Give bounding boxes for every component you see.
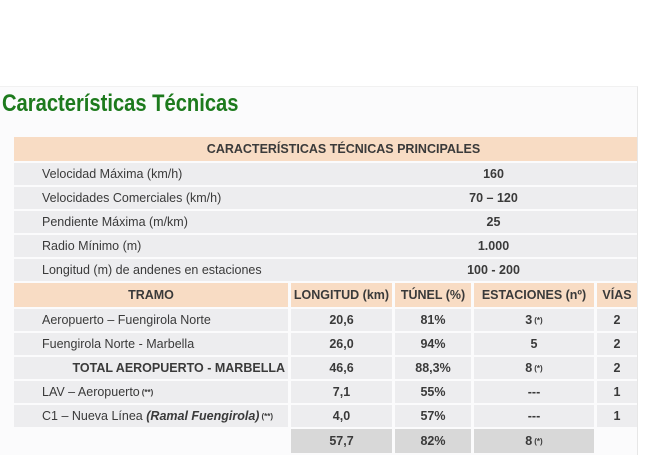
estaciones-cell: --- bbox=[474, 405, 594, 427]
vias-cell: 2 bbox=[597, 357, 637, 379]
spec-label: Longitud (m) de andenes en estaciones bbox=[14, 259, 350, 281]
table-main-header: CARACTERÍSTICAS TÉCNICAS PRINCIPALES bbox=[14, 137, 637, 161]
footnote-marker: (*) bbox=[534, 316, 543, 325]
spec-value: 1.000 bbox=[350, 235, 637, 257]
footnote-marker: (**) bbox=[141, 388, 154, 397]
spec-label: Pendiente Máxima (m/km) bbox=[14, 211, 350, 233]
tramo-cell: Aeropuerto – Fuengirola Norte bbox=[14, 309, 288, 331]
estaciones-cell: 5 bbox=[474, 333, 594, 355]
vias-cell: 1 bbox=[597, 405, 637, 427]
table-column-headers: TRAMO LONGITUD (km) TÚNEL (%) ESTACIONES… bbox=[14, 283, 637, 307]
longitud-cell: 46,6 bbox=[291, 357, 392, 379]
estaciones-value: --- bbox=[527, 385, 541, 399]
footnote-marker: (*) bbox=[534, 364, 543, 373]
tramo-cell: C1 – Nueva Línea (Ramal Fuengirola) (**) bbox=[14, 405, 288, 427]
tramo-label: TOTAL AEROPUERTO - MARBELLA bbox=[72, 361, 286, 375]
estaciones-value: 8 bbox=[525, 361, 533, 375]
tramo-label: Fuengirola Norte - Marbella bbox=[42, 337, 195, 351]
empty-cell bbox=[14, 429, 288, 453]
estaciones-cell: --- bbox=[474, 381, 594, 403]
tunel-cell: 81% bbox=[395, 309, 471, 331]
spec-label: Velocidad Máxima (km/h) bbox=[14, 163, 350, 185]
longitud-cell: 7,1 bbox=[291, 381, 392, 403]
tunel-cell: 94% bbox=[395, 333, 471, 355]
table-row: Pendiente Máxima (m/km) 25 bbox=[14, 211, 637, 233]
tramo-label: Aeropuerto – Fuengirola Norte bbox=[42, 313, 211, 327]
table-row: Radio Mínimo (m) 1.000 bbox=[14, 235, 637, 257]
footnote-marker: (**) bbox=[261, 412, 274, 421]
table-row: Velocidades Comerciales (km/h) 70 – 120 bbox=[14, 187, 637, 209]
vias-cell: 2 bbox=[597, 309, 637, 331]
total-tunel-cell: 82% bbox=[395, 429, 471, 453]
column-header-tunel: TÚNEL (%) bbox=[395, 283, 471, 307]
table-row: LAV – Aeropuerto (**) 7,1 55% --- 1 bbox=[14, 381, 637, 403]
column-header-estaciones: ESTACIONES (nº) bbox=[474, 283, 594, 307]
tunel-cell: 57% bbox=[395, 405, 471, 427]
tunel-cell: 88,3% bbox=[395, 357, 471, 379]
estaciones-cell: 8 (*) bbox=[474, 357, 594, 379]
empty-cell bbox=[597, 429, 637, 453]
table-row-grand-total: 57,7 82% 8 (*) bbox=[14, 429, 637, 453]
longitud-cell: 20,6 bbox=[291, 309, 392, 331]
estaciones-cell: 3 (*) bbox=[474, 309, 594, 331]
estaciones-value: --- bbox=[527, 409, 541, 423]
table-row: Velocidad Máxima (km/h) 160 bbox=[14, 163, 637, 185]
page-title: Características Técnicas bbox=[2, 90, 239, 117]
estaciones-value: 5 bbox=[530, 337, 538, 351]
spec-label: Velocidades Comerciales (km/h) bbox=[14, 187, 350, 209]
estaciones-value: 8 bbox=[525, 434, 533, 448]
total-estaciones-cell: 8 (*) bbox=[474, 429, 594, 453]
longitud-cell: 4,0 bbox=[291, 405, 392, 427]
tramo-label-italic: (Ramal Fuengirola) bbox=[146, 409, 260, 423]
tramo-cell: TOTAL AEROPUERTO - MARBELLA bbox=[14, 357, 288, 379]
spec-value: 100 - 200 bbox=[350, 259, 637, 281]
tramo-label: C1 – Nueva Línea bbox=[42, 409, 147, 423]
footnote-marker: (*) bbox=[534, 437, 543, 446]
tramo-cell: LAV – Aeropuerto (**) bbox=[14, 381, 288, 403]
vias-cell: 1 bbox=[597, 381, 637, 403]
table-row: Aeropuerto – Fuengirola Norte 20,6 81% 3… bbox=[14, 309, 637, 331]
tunel-cell: 55% bbox=[395, 381, 471, 403]
tramo-label: LAV – Aeropuerto bbox=[42, 385, 140, 399]
table-row: C1 – Nueva Línea (Ramal Fuengirola) (**) … bbox=[14, 405, 637, 427]
total-longitud-cell: 57,7 bbox=[291, 429, 392, 453]
spec-value: 70 – 120 bbox=[350, 187, 637, 209]
column-header-vias: VÍAS bbox=[597, 283, 637, 307]
tramo-cell: Fuengirola Norte - Marbella bbox=[14, 333, 288, 355]
spec-value: 25 bbox=[350, 211, 637, 233]
column-header-tramo: TRAMO bbox=[14, 283, 288, 307]
table-row: Fuengirola Norte - Marbella 26,0 94% 5 2 bbox=[14, 333, 637, 355]
technical-characteristics-table: CARACTERÍSTICAS TÉCNICAS PRINCIPALES Vel… bbox=[14, 137, 637, 453]
spec-label: Radio Mínimo (m) bbox=[14, 235, 350, 257]
spec-value: 160 bbox=[350, 163, 637, 185]
estaciones-value: 3 bbox=[525, 313, 533, 327]
column-header-longitud: LONGITUD (km) bbox=[291, 283, 392, 307]
table-row: Longitud (m) de andenes en estaciones 10… bbox=[14, 259, 637, 281]
table-row-total-aeropuerto-marbella: TOTAL AEROPUERTO - MARBELLA 46,6 88,3% 8… bbox=[14, 357, 637, 379]
vias-cell: 2 bbox=[597, 333, 637, 355]
longitud-cell: 26,0 bbox=[291, 333, 392, 355]
